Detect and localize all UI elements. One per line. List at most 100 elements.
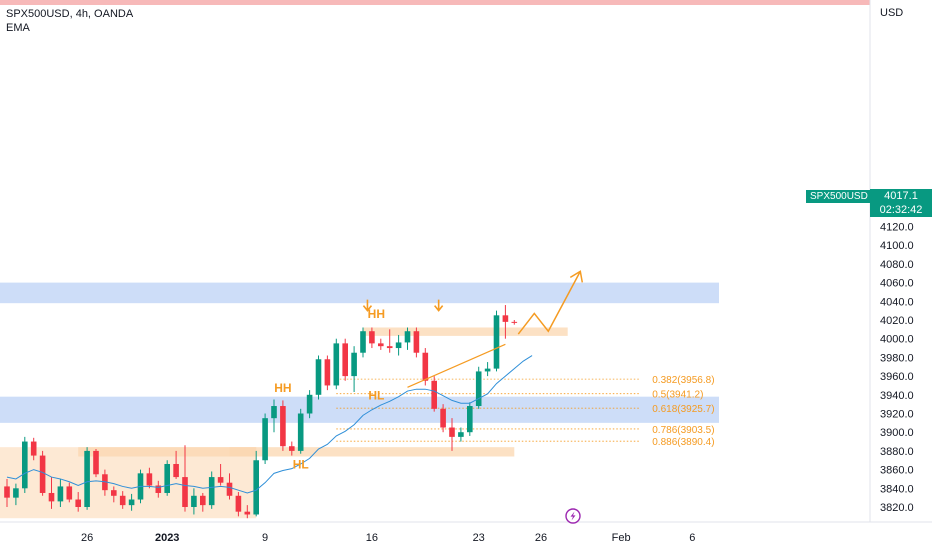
candle-body-5	[48, 492, 55, 502]
candle-body-53	[475, 371, 482, 407]
lightning-icon[interactable]	[565, 508, 581, 524]
candle-body-1	[13, 488, 19, 498]
candle-body-26	[235, 495, 242, 512]
candle-37	[333, 338, 340, 390]
candle-body-16	[146, 473, 153, 486]
fib-label-4: 0.886(3890.4)	[652, 437, 714, 448]
candle-body-12	[111, 490, 117, 496]
x-tick-5: 26	[535, 532, 547, 544]
candle-18	[164, 460, 170, 496]
candle-10	[93, 449, 99, 478]
trendline	[407, 343, 506, 388]
projected-arrowhead	[569, 270, 584, 283]
candle-5	[48, 477, 55, 509]
candle-38	[342, 338, 348, 381]
candle-body-22	[200, 495, 206, 506]
candle-2	[22, 436, 28, 493]
zone-2	[363, 327, 568, 336]
candles-layer[interactable]	[4, 305, 518, 519]
candle-44	[395, 334, 402, 356]
price-axis[interactable]: 3820.0 3840.0 3860.0 3880.0 3900.0 3920.0 3940…	[880, 222, 914, 515]
candle-body-21	[191, 495, 197, 507]
candle-body-32	[289, 446, 295, 451]
candle-body-49	[440, 408, 446, 428]
candle-body-44	[395, 342, 402, 349]
annotation-1: HH	[274, 381, 291, 395]
x-tick-7: 6	[689, 532, 695, 544]
candle-body-0	[4, 486, 10, 498]
y-tick-12: 4060.0	[880, 278, 914, 290]
y-tick-10: 4020.0	[880, 315, 914, 327]
ema-line	[6, 355, 533, 494]
candle-29	[262, 413, 268, 464]
symbol-price-tag: SPX500USD	[806, 190, 872, 203]
zone-5	[0, 447, 257, 519]
drawings-layer	[362, 270, 584, 388]
candle-body-9	[84, 450, 90, 507]
candle-27	[244, 505, 251, 519]
candle-12	[111, 486, 117, 503]
down-arrow-0	[362, 299, 373, 312]
candle-body-42	[378, 343, 384, 347]
candle-body-34	[306, 394, 313, 414]
candle-body-52	[467, 406, 473, 433]
zone-0	[0, 282, 719, 304]
candle-body-19	[173, 463, 179, 478]
y-tick-1: 3840.0	[880, 483, 914, 495]
candle-56	[502, 305, 509, 339]
candle-26	[235, 492, 242, 517]
candle-34	[306, 390, 313, 419]
y-tick-8: 3980.0	[880, 352, 914, 364]
candle-39	[351, 346, 357, 392]
candle-body-18	[164, 463, 170, 493]
y-tick-2: 3860.0	[880, 465, 914, 477]
candle-body-10	[93, 450, 99, 475]
projected-path	[517, 271, 581, 335]
candle-45	[404, 327, 411, 350]
x-tick-4: 23	[473, 532, 485, 544]
candle-20	[182, 445, 188, 512]
candle-body-46	[413, 331, 420, 353]
axis-unit-label: USD	[880, 7, 903, 19]
fib-layer: 0.382(3956.8) 0.5(3941.2) 0.618(3925.7) 0.7…	[336, 375, 715, 448]
candle-17	[155, 480, 162, 498]
candle-body-3	[30, 441, 37, 456]
candle-54	[484, 362, 491, 377]
candle-41	[369, 327, 375, 349]
candle-46	[413, 327, 420, 358]
candle-body-28	[253, 460, 259, 515]
y-tick-14: 4100.0	[880, 240, 914, 252]
candle-body-48	[431, 380, 437, 409]
time-axis[interactable]: 26 2023 9 16 23 26 Feb 6	[81, 532, 695, 544]
candle-16	[146, 467, 153, 489]
candle-body-45	[404, 331, 411, 343]
y-tick-5: 3920.0	[880, 409, 914, 421]
y-tick-3: 3880.0	[880, 446, 914, 458]
candle-body-55	[493, 315, 500, 369]
candle-body-24	[217, 477, 224, 483]
candle-51	[458, 427, 464, 442]
candle-body-23	[208, 477, 215, 506]
symbol-title[interactable]: SPX500USD, 4h, OANDA	[6, 8, 134, 20]
candle-body-56	[502, 315, 509, 322]
indicator-label[interactable]: EMA	[6, 22, 30, 34]
candle-body-47	[422, 352, 429, 381]
candle-body-38	[342, 343, 348, 377]
candle-48	[431, 376, 437, 412]
candle-32	[289, 441, 295, 456]
candle-40	[360, 327, 366, 358]
fib-label-0: 0.382(3956.8)	[652, 375, 714, 386]
x-tick-3: 16	[366, 532, 378, 544]
current-price-label: 4017.1 02:32:42	[870, 189, 932, 217]
top-bar	[0, 0, 870, 5]
candle-23	[208, 471, 215, 509]
candle-body-43	[386, 346, 393, 349]
candle-body-39	[351, 352, 357, 377]
candle-9	[84, 447, 90, 510]
candle-body-30	[271, 406, 277, 419]
bar-countdown: 02:32:42	[879, 204, 923, 216]
candle-body-57	[511, 321, 518, 323]
candle-4	[39, 450, 46, 496]
annotation-2: HL	[368, 388, 384, 402]
